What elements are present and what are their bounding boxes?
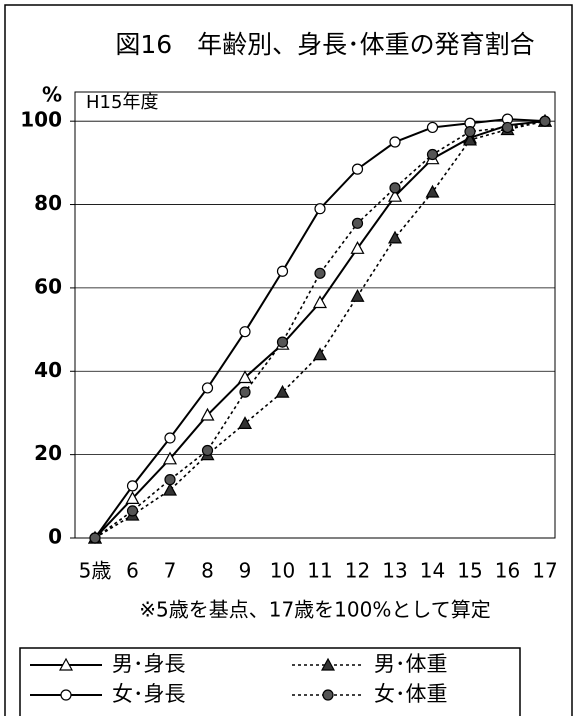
legend-label: 女･身長 xyxy=(112,682,186,706)
point xyxy=(350,288,365,302)
point xyxy=(237,370,253,384)
point xyxy=(312,295,328,309)
x-tick-label: 8 xyxy=(201,559,214,583)
y-tick-label: 100 xyxy=(20,108,62,132)
point xyxy=(389,182,401,194)
x-tick-label: 12 xyxy=(345,559,370,583)
x-tick-label: 16 xyxy=(495,559,520,583)
y-tick-label: 20 xyxy=(34,441,62,465)
point xyxy=(351,163,364,175)
legend-box xyxy=(19,647,521,716)
point xyxy=(239,386,251,398)
point xyxy=(539,115,551,127)
point xyxy=(387,230,403,244)
point xyxy=(276,265,289,277)
point xyxy=(126,480,139,492)
legend-marker xyxy=(322,689,334,701)
annotation: H15年度 xyxy=(86,92,158,113)
legend-marker xyxy=(58,657,74,671)
legend-marker xyxy=(320,657,336,671)
point xyxy=(126,505,139,517)
x-tick-label: 15 xyxy=(457,559,482,583)
point xyxy=(275,384,290,398)
y-axis-label: % xyxy=(42,83,62,107)
plot-frame xyxy=(74,91,556,539)
legend-label: 女･体重 xyxy=(374,682,448,706)
legend-label: 男･身長 xyxy=(112,652,186,676)
point xyxy=(425,184,440,198)
point xyxy=(462,132,478,146)
legend-marker xyxy=(60,689,72,701)
point xyxy=(125,491,140,505)
point xyxy=(239,326,251,338)
x-tick-label: 11 xyxy=(307,559,332,583)
y-tick-label: 0 xyxy=(48,525,62,549)
point xyxy=(89,532,101,544)
point xyxy=(200,407,215,421)
x-tick-label: 5歳 xyxy=(79,559,112,583)
point xyxy=(201,382,214,394)
x-tick-label: 10 xyxy=(270,559,295,583)
x-tick-label: 13 xyxy=(382,559,407,583)
point xyxy=(351,217,364,229)
point xyxy=(501,121,514,134)
point xyxy=(164,474,176,486)
series-line xyxy=(94,120,546,539)
series-line xyxy=(94,120,546,539)
point xyxy=(389,136,401,148)
point xyxy=(426,148,439,161)
series-line xyxy=(94,118,546,539)
y-tick-label: 60 xyxy=(34,274,62,298)
point xyxy=(426,121,439,134)
legend-label: 男･体重 xyxy=(374,652,448,676)
point xyxy=(312,347,328,361)
series-line xyxy=(94,120,546,539)
x-tick-label: 17 xyxy=(532,559,557,583)
x-tick-label: 7 xyxy=(164,559,177,583)
point xyxy=(387,188,403,202)
frame xyxy=(4,4,573,716)
point xyxy=(464,125,476,138)
x-tick-label: 14 xyxy=(420,559,445,583)
x-tick-label: 6 xyxy=(126,559,139,583)
y-tick-label: 80 xyxy=(34,191,62,215)
chart-title: 図16 年齢別、身長･体重の発育割合 xyxy=(115,30,534,59)
subtitle: ※5歳を基点、17歳を100%として算定 xyxy=(139,598,491,622)
point xyxy=(350,241,365,254)
point xyxy=(164,432,176,444)
point xyxy=(237,416,253,429)
point xyxy=(162,451,178,465)
point xyxy=(162,482,178,496)
point xyxy=(314,267,326,279)
point xyxy=(314,203,326,215)
point xyxy=(276,336,289,348)
x-tick-label: 9 xyxy=(239,559,252,583)
point xyxy=(201,444,214,457)
y-tick-label: 40 xyxy=(34,358,62,382)
